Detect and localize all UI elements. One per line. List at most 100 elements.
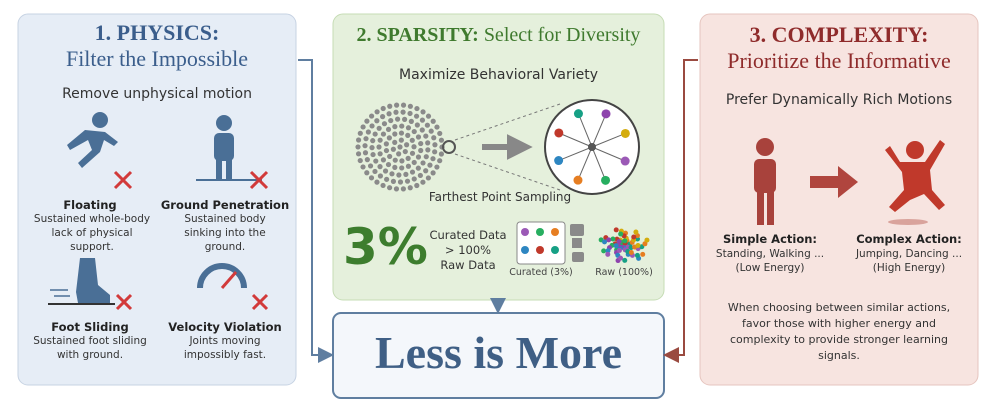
selected-point (442, 140, 456, 154)
shadow (888, 219, 928, 225)
point (404, 178, 411, 184)
point (423, 133, 429, 139)
sample (601, 109, 611, 119)
edge (591, 146, 606, 181)
point (407, 103, 413, 109)
point (409, 137, 415, 143)
edge (558, 146, 593, 161)
point (400, 102, 407, 108)
point (423, 154, 429, 160)
point (399, 158, 405, 164)
point (362, 150, 369, 156)
point (386, 111, 392, 117)
figure (602, 239, 608, 245)
sample (573, 109, 583, 119)
point (394, 102, 400, 108)
point (417, 172, 423, 179)
point (424, 122, 430, 128)
point (386, 135, 392, 141)
method-label: Farthest Point Sampling (428, 190, 572, 204)
x-mark (115, 293, 133, 311)
point (382, 168, 389, 174)
point (437, 158, 443, 164)
caption-line: Curated Data (429, 228, 507, 242)
point (357, 130, 363, 136)
point (396, 172, 402, 178)
panel-number: 2. SPARSITY: (356, 24, 479, 46)
arrow (482, 134, 533, 160)
point (415, 154, 422, 160)
point (407, 110, 413, 117)
edge (578, 113, 593, 148)
point (411, 144, 417, 150)
point-cloud (355, 102, 445, 192)
icon-ground (214, 115, 234, 180)
point (381, 121, 388, 127)
figure (634, 252, 640, 258)
point (385, 126, 392, 133)
figure (618, 231, 624, 237)
motion-lines (50, 289, 70, 297)
point (355, 151, 362, 157)
figure (633, 229, 639, 235)
point (430, 118, 436, 124)
point (397, 144, 403, 150)
figure (610, 236, 616, 242)
point (414, 105, 420, 112)
point (355, 137, 362, 143)
icon-simple-action (754, 138, 776, 225)
point (376, 144, 382, 150)
point (411, 128, 417, 135)
point (362, 143, 368, 149)
icon-floating (67, 112, 118, 168)
point (357, 157, 363, 164)
point (385, 161, 392, 168)
figure (616, 247, 622, 253)
point (438, 151, 445, 157)
panel-title: Prioritize the Informative (727, 48, 951, 73)
point (392, 139, 398, 146)
point (372, 168, 378, 175)
point (405, 125, 412, 131)
point (425, 113, 432, 119)
figure (605, 251, 611, 257)
caption-line: Raw Data (440, 258, 496, 272)
edge (591, 146, 626, 162)
point (420, 160, 426, 166)
figure (613, 227, 619, 233)
item-description: Sustained whole-body lack of physical su… (33, 213, 151, 253)
stat-caption: Curated Data > 100% Raw Data (424, 228, 512, 273)
point (425, 140, 431, 146)
action-examples: Standing, Walking ... (715, 248, 825, 260)
caption-line: > 100% (444, 243, 492, 257)
figure (521, 228, 529, 236)
point (403, 171, 409, 177)
point (384, 176, 390, 182)
item-label: Foot Sliding (51, 320, 129, 334)
point (380, 182, 386, 189)
point (425, 175, 431, 181)
figure (606, 237, 612, 243)
point (387, 153, 393, 160)
point (376, 125, 382, 131)
x-mark (249, 170, 269, 190)
panel-complexity (699, 13, 979, 386)
figure (613, 243, 619, 249)
figure (618, 255, 624, 261)
point (390, 146, 396, 152)
curated-figures (521, 228, 559, 254)
point (390, 178, 397, 184)
point (365, 129, 371, 135)
point (425, 147, 431, 153)
figure (642, 241, 648, 247)
point (367, 163, 374, 169)
point (399, 165, 405, 171)
point (418, 140, 424, 147)
point (409, 169, 416, 175)
point (377, 137, 383, 143)
edge (558, 132, 593, 148)
figure (628, 250, 634, 256)
figure (601, 248, 607, 254)
